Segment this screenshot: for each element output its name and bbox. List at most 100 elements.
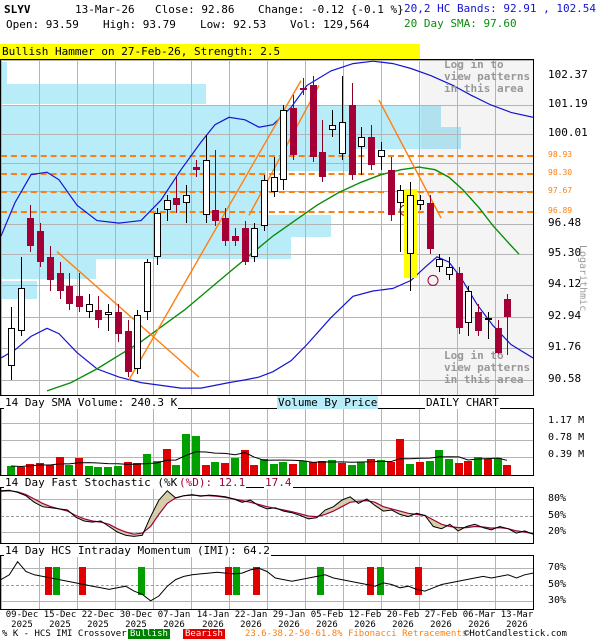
candle-body[interactable] — [57, 272, 64, 291]
volume-bar[interactable] — [46, 465, 54, 475]
volume-bar[interactable] — [85, 466, 93, 475]
candle-body[interactable] — [183, 195, 190, 203]
candle-body[interactable] — [397, 189, 404, 203]
candle-body[interactable] — [261, 179, 268, 226]
volume-bar[interactable] — [377, 460, 385, 475]
candle-body[interactable] — [27, 218, 34, 247]
candle-body[interactable] — [134, 314, 141, 369]
volume-bar[interactable] — [445, 459, 453, 475]
volume-bar[interactable] — [26, 464, 34, 475]
imi-crossover-bar[interactable] — [233, 567, 240, 595]
candle-body[interactable] — [358, 137, 365, 148]
volume-bar[interactable] — [348, 465, 356, 475]
volume-bar[interactable] — [396, 439, 404, 475]
candle-body[interactable] — [125, 331, 132, 372]
volume-bar[interactable] — [7, 466, 15, 475]
candle-body[interactable] — [105, 312, 112, 315]
candle-body[interactable] — [349, 105, 356, 175]
volume-bar[interactable] — [124, 462, 132, 475]
candle-body[interactable] — [417, 200, 424, 206]
candle-body[interactable] — [95, 309, 102, 321]
imi-crossover-bar[interactable] — [225, 567, 232, 595]
volume-bar[interactable] — [172, 465, 180, 475]
candle-body[interactable] — [427, 202, 434, 249]
candle-body[interactable] — [456, 272, 463, 329]
imi-crossover-bar[interactable] — [317, 567, 324, 595]
candle-body[interactable] — [222, 218, 229, 242]
volume-bar[interactable] — [406, 464, 414, 475]
candle-body[interactable] — [407, 195, 414, 255]
candle-body[interactable] — [37, 230, 44, 263]
imi-crossover-bar[interactable] — [377, 567, 384, 595]
candle-body[interactable] — [144, 262, 151, 313]
volume-bar[interactable] — [289, 464, 297, 475]
volume-bar[interactable] — [250, 465, 258, 475]
candle-body[interactable] — [290, 107, 297, 155]
candle-body[interactable] — [465, 291, 472, 323]
stochastic-chart-panel[interactable] — [0, 487, 534, 544]
candle-body[interactable] — [495, 328, 502, 353]
candle-body[interactable] — [436, 259, 443, 268]
volume-bar[interactable] — [464, 461, 472, 475]
candle-body[interactable] — [319, 152, 326, 178]
candle-body[interactable] — [504, 298, 511, 318]
candle-body[interactable] — [8, 328, 15, 367]
candle-body[interactable] — [18, 288, 25, 331]
volume-bar[interactable] — [133, 463, 141, 475]
candle-body[interactable] — [242, 228, 249, 263]
candle-body[interactable] — [164, 200, 171, 211]
imi-crossover-bar[interactable] — [53, 567, 60, 595]
imi-chart-panel[interactable] — [0, 555, 534, 610]
volume-bar[interactable] — [104, 467, 112, 475]
volume-bar[interactable] — [494, 458, 502, 475]
volume-bar[interactable] — [94, 467, 102, 475]
candle-body[interactable] — [76, 296, 83, 307]
volume-bar[interactable] — [328, 460, 336, 475]
volume-bar[interactable] — [338, 463, 346, 475]
volume-bar[interactable] — [211, 462, 219, 475]
locked-pattern-region[interactable] — [421, 60, 533, 395]
volume-bar[interactable] — [56, 457, 64, 475]
candle-body[interactable] — [446, 267, 453, 276]
volume-bar[interactable] — [503, 465, 511, 475]
candle-body[interactable] — [251, 228, 258, 257]
volume-bar[interactable] — [357, 462, 365, 475]
candle-body[interactable] — [47, 256, 54, 281]
volume-bar[interactable] — [182, 434, 190, 475]
imi-crossover-bar[interactable] — [79, 567, 86, 595]
volume-bar[interactable] — [426, 461, 434, 475]
candle-body[interactable] — [212, 210, 219, 221]
candle-body[interactable] — [66, 285, 73, 305]
candle-body[interactable] — [271, 177, 278, 193]
imi-crossover-bar[interactable] — [45, 567, 52, 595]
pattern-alert-banner[interactable]: Bullish Hammer on 27-Feb-26, Strength: 2… — [0, 44, 420, 59]
volume-bar[interactable] — [153, 461, 161, 475]
imi-crossover-bar[interactable] — [138, 567, 145, 595]
candle-body[interactable] — [485, 317, 492, 321]
price-chart-panel[interactable] — [0, 59, 534, 396]
candle-body[interactable] — [310, 85, 317, 158]
candle-body[interactable] — [300, 87, 307, 91]
candle-body[interactable] — [388, 169, 395, 216]
volume-bar[interactable] — [221, 463, 229, 475]
volume-bar[interactable] — [309, 462, 317, 475]
volume-bar[interactable] — [260, 459, 268, 475]
volume-bar[interactable] — [163, 449, 171, 475]
volume-bar[interactable] — [75, 458, 83, 475]
volume-bar[interactable] — [387, 462, 395, 475]
volume-bar[interactable] — [279, 462, 287, 475]
volume-bar[interactable] — [36, 463, 44, 475]
volume-bar[interactable] — [484, 459, 492, 475]
candle-body[interactable] — [368, 137, 375, 165]
candle-body[interactable] — [86, 304, 93, 313]
imi-crossover-bar[interactable] — [415, 567, 422, 595]
volume-bar[interactable] — [474, 457, 482, 475]
candle-body[interactable] — [378, 149, 385, 158]
volume-bar[interactable] — [416, 462, 424, 475]
volume-bar[interactable] — [65, 465, 73, 475]
volume-bar[interactable] — [241, 450, 249, 475]
candle-body[interactable] — [115, 312, 122, 334]
volume-bar[interactable] — [192, 436, 200, 475]
candle-body[interactable] — [173, 197, 180, 206]
candle-body[interactable] — [280, 109, 287, 180]
